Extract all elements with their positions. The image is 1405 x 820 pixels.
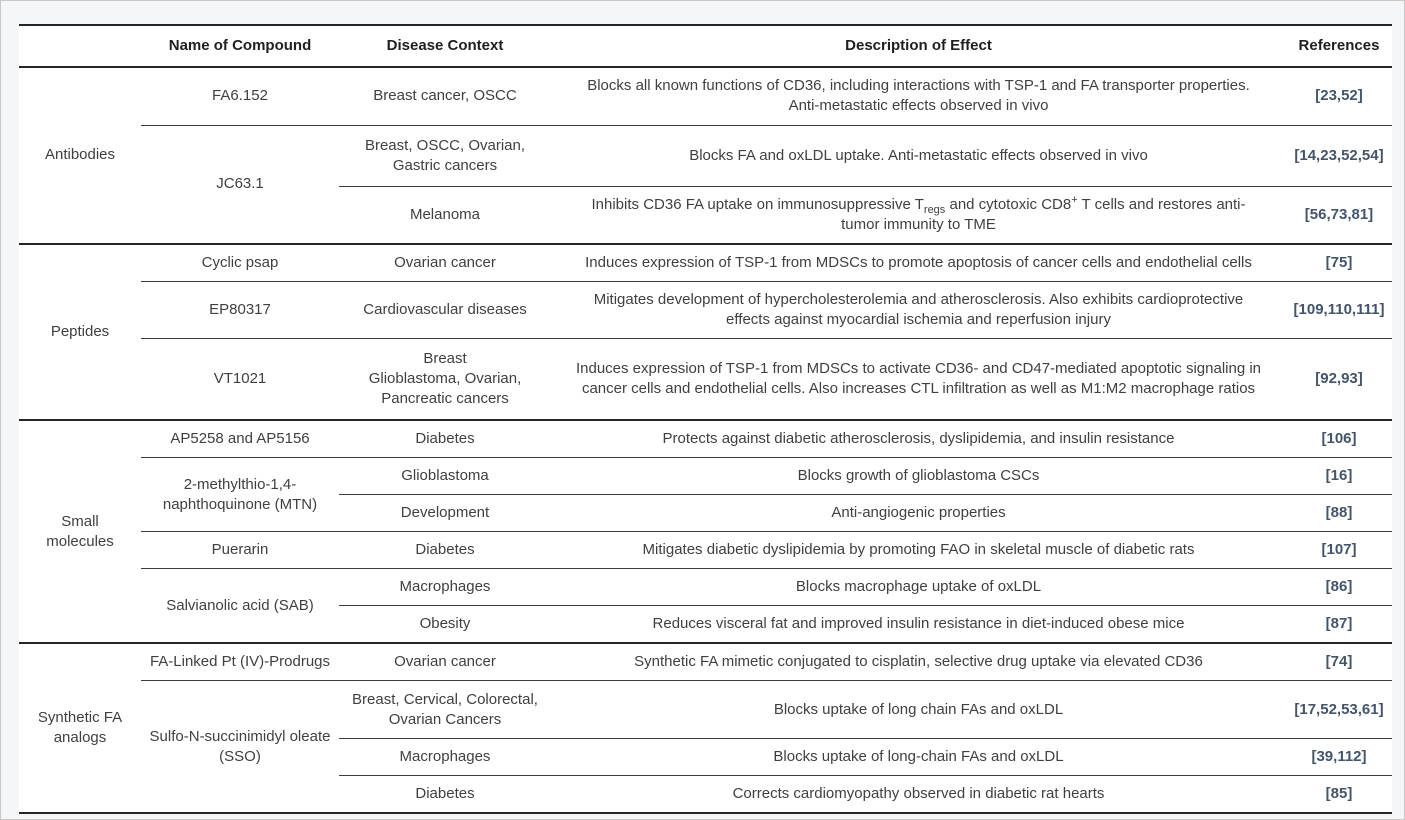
description-cell: Reduces visceral fat and improved insuli…: [551, 605, 1286, 643]
category-cell: Synthetic FA analogs: [19, 642, 141, 813]
table-row: Small molecules AP5258 and AP5156 Diabetes…: [19, 419, 1392, 643]
reference-link[interactable]: [56,73,81]: [1286, 185, 1392, 244]
reference-link[interactable]: [17,52,53,61]: [1286, 680, 1392, 739]
compound-cell: 2-methylthio-1,4- naphthoquinone (MTN): [141, 457, 339, 532]
description-text: Inhibits CD36 FA uptake on immunosuppres…: [591, 195, 924, 213]
table-row: Macrophages Blocks uptake of long-chain F…: [19, 738, 1392, 776]
compound-cell: JC63.1: [141, 124, 339, 244]
description-cell: Synthetic FA mimetic conjugated to cispl…: [551, 642, 1286, 681]
reference-link[interactable]: [75]: [1286, 242, 1392, 281]
table-row: EP80317 Cardiovascular diseases Mitigates …: [19, 280, 1392, 338]
header-row: Name of Compound Disease Context Descrip…: [19, 25, 1392, 67]
category-cell: Antibodies: [19, 66, 141, 244]
category-cell: Small molecules: [19, 419, 141, 643]
column-header-compound: Name of Compound: [168, 37, 312, 54]
disease-cell: Breast, OSCC, Ovarian, Gastric cancers: [339, 124, 551, 186]
description-cell: Blocks uptake of long chain FAs and oxLD…: [551, 680, 1286, 739]
reference-link[interactable]: [88]: [1286, 494, 1392, 532]
disease-cell: Breast cancer, OSCC: [339, 66, 551, 125]
description-cell: Blocks all known functions of CD36, incl…: [551, 66, 1286, 125]
disease-cell: Glioblastoma: [339, 457, 551, 495]
compound-table: Name of Compound Disease Context Descrip…: [19, 24, 1392, 814]
reference-link[interactable]: [74]: [1286, 642, 1392, 681]
compound-cell: VT1021: [141, 337, 339, 420]
reference-link[interactable]: [106]: [1286, 419, 1392, 458]
disease-cell: Diabetes: [339, 531, 551, 569]
column-header-disease-context: Disease Context: [386, 37, 504, 54]
disease-cell: Obesity: [339, 605, 551, 643]
description-cell: Blocks uptake of long-chain FAs and oxLD…: [551, 738, 1286, 776]
description-cell: Blocks FA and oxLDL uptake. Anti-metasta…: [551, 124, 1286, 186]
description-cell: Corrects cardiomyopathy observed in diab…: [551, 775, 1286, 813]
table-row: Salvianolic acid (SAB) Macrophages Blocks …: [19, 568, 1392, 643]
reference-link[interactable]: [107]: [1286, 531, 1392, 569]
category-cell: Peptides: [19, 242, 141, 420]
table-body: Antibodies FA6.152 Breast cancer, OSCC Bloc…: [19, 66, 1392, 813]
table-row: Synthetic FA analogs FA-Linked Pt (IV)-Pr…: [19, 642, 1392, 813]
reference-link[interactable]: [86]: [1286, 568, 1392, 606]
reference-link[interactable]: [85]: [1286, 775, 1392, 813]
description-cell: Induces expression of TSP-1 from MDSCs t…: [551, 242, 1286, 281]
disease-cell: Breast, Cervical, Colorectal, Ovarian Ca…: [339, 680, 551, 739]
description-cell: Mitigates development of hypercholestero…: [551, 280, 1286, 338]
table-row: Peptides Cyclic psap Ovarian cancer Induces…: [19, 242, 1392, 420]
disease-cell: Macrophages: [339, 568, 551, 606]
table-row: Obesity Reduces visceral fat and improved…: [19, 605, 1392, 643]
compound-cell: Salvianolic acid (SAB): [141, 568, 339, 643]
description-text: T cells and restores anti-tumor immunity…: [841, 195, 1246, 233]
table-row: VT1021 Breast Glioblastoma, Ovarian, Panc…: [19, 337, 1392, 420]
description-cell: Protects against diabetic atherosclerosi…: [551, 419, 1286, 458]
table-row: 2-methylthio-1,4- naphthoquinone (MTN) Gl…: [19, 457, 1392, 532]
compound-cell: FA-Linked Pt (IV)-Prodrugs: [141, 642, 339, 681]
table-row: Sulfo-N-succinimidyl oleate (SSO) Breast,…: [19, 680, 1392, 813]
compound-cell: EP80317: [141, 280, 339, 338]
disease-cell: Breast Glioblastoma, Ovarian, Pancreatic…: [339, 337, 551, 420]
compound-cell: Cyclic psap: [141, 242, 339, 281]
description-cell: Induces expression of TSP-1 from MDSCs t…: [551, 337, 1286, 420]
column-header-references: References: [1298, 37, 1380, 54]
disease-cell: Macrophages: [339, 738, 551, 776]
description-cell: Blocks macrophage uptake of oxLDL: [551, 568, 1286, 606]
description-text: regs: [923, 203, 946, 216]
description-text: +: [1071, 193, 1078, 206]
table-row: Diabetes Corrects cardiomyopathy observed…: [19, 775, 1392, 813]
compound-cell: Puerarin: [141, 531, 339, 569]
table-container: Name of Compound Disease Context Descrip…: [19, 24, 1392, 814]
column-header-description: Description of Effect: [845, 37, 992, 54]
description-cell: Inhibits CD36 FA uptake on immunosuppres…: [551, 185, 1286, 244]
disease-cell: Ovarian cancer: [339, 242, 551, 281]
description-text: and cytotoxic CD8: [945, 195, 1072, 213]
compound-cell: Sulfo-N-succinimidyl oleate (SSO): [141, 680, 339, 813]
disease-cell: Development: [339, 494, 551, 532]
table-row: Melanoma Inhibits CD36 FA uptake on immun…: [19, 185, 1392, 244]
description-cell: Anti-angiogenic properties: [551, 494, 1286, 532]
compound-cell: FA6.152: [141, 66, 339, 125]
table-row: Antibodies FA6.152 Breast cancer, OSCC Bloc…: [19, 66, 1392, 244]
reference-link[interactable]: [39,112]: [1286, 738, 1392, 776]
table-row: Development Anti-angiogenic properties [88…: [19, 494, 1392, 532]
reference-link[interactable]: [109,110,111]: [1286, 280, 1392, 338]
reference-link[interactable]: [23,52]: [1286, 66, 1392, 125]
column-header-category: [19, 25, 141, 67]
reference-link[interactable]: [92,93]: [1286, 337, 1392, 420]
reference-link[interactable]: [16]: [1286, 457, 1392, 495]
disease-cell: Cardiovascular diseases: [339, 280, 551, 338]
description-cell: Blocks growth of glioblastoma CSCs: [551, 457, 1286, 495]
table-row: JC63.1 Breast, OSCC, Ovarian, Gastric can…: [19, 124, 1392, 244]
reference-link[interactable]: [87]: [1286, 605, 1392, 643]
disease-cell: Diabetes: [339, 419, 551, 458]
description-cell: Mitigates diabetic dyslipidemia by promo…: [551, 531, 1286, 569]
table-row: Puerarin Diabetes Mitigates diabetic dysli…: [19, 531, 1392, 569]
reference-link[interactable]: [14,23,52,54]: [1286, 124, 1392, 186]
disease-cell: Ovarian cancer: [339, 642, 551, 681]
disease-cell: Diabetes: [339, 775, 551, 813]
compound-cell: AP5258 and AP5156: [141, 419, 339, 458]
disease-cell: Melanoma: [339, 185, 551, 244]
